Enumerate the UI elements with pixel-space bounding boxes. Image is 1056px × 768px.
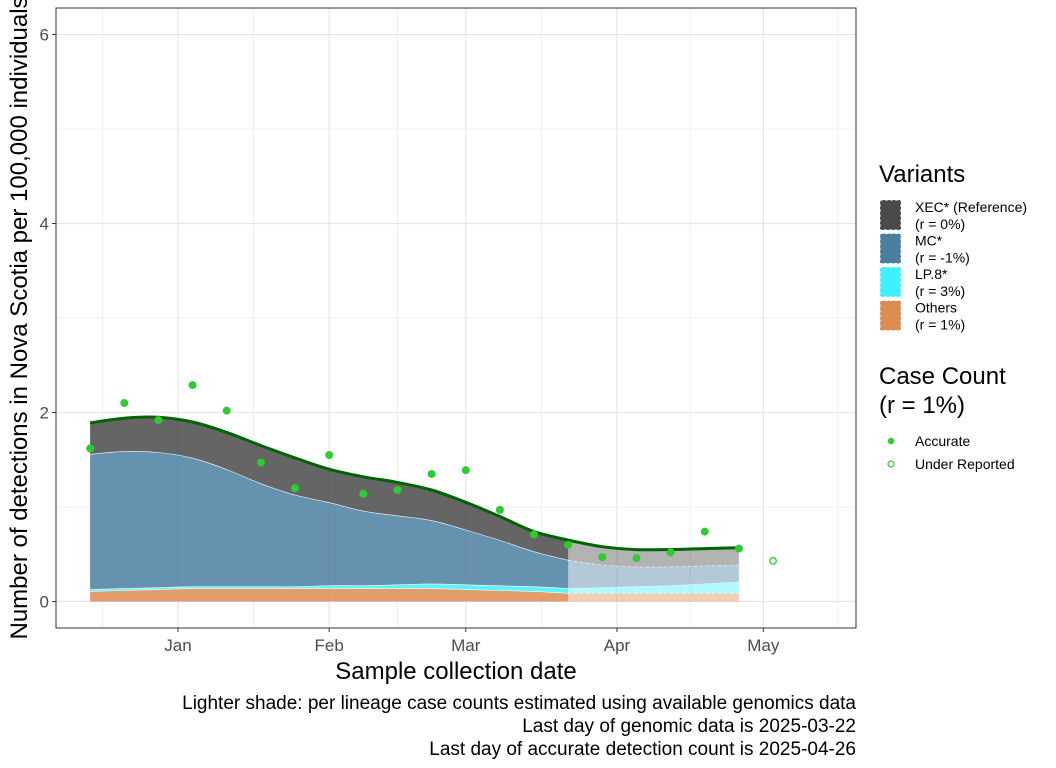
area-others	[90, 588, 569, 602]
legend-variant-name: Others	[915, 300, 957, 316]
point-under-reported	[769, 557, 777, 565]
y-tick-label: 0	[40, 593, 49, 612]
legend-swatch	[879, 300, 902, 331]
area-mc	[90, 451, 569, 590]
legend-variant-name: XEC* (Reference)	[915, 199, 1027, 215]
point-accurate	[291, 484, 300, 493]
chart-marks	[86, 381, 777, 602]
point-accurate	[359, 489, 368, 498]
legend-variants-title: Variants	[879, 161, 965, 188]
point-accurate	[598, 553, 607, 562]
legend-case-rate: (r = 1%)	[879, 392, 965, 419]
point-accurate	[86, 444, 95, 453]
caption-line-1: Lighter shade: per lineage case counts e…	[182, 693, 856, 714]
point-accurate	[325, 451, 334, 460]
legend-case-label: Under Reported	[915, 456, 1015, 472]
area-edge-lp-8-estimated	[568, 581, 739, 589]
y-tick-label: 6	[40, 25, 49, 44]
total-case-curve	[89, 415, 739, 552]
x-tick-label: Mar	[451, 636, 481, 655]
point-accurate	[120, 399, 129, 408]
point-accurate	[564, 540, 573, 549]
point-accurate	[188, 381, 197, 390]
caption-line-2: Last day of genomic data is 2025-03-22	[522, 716, 856, 737]
point-accurate	[393, 486, 402, 495]
legend-swatch	[879, 233, 902, 264]
point-accurate	[495, 505, 504, 514]
area-edge-mc-estimated	[568, 559, 739, 568]
x-tick-label: Apr	[604, 636, 631, 655]
legend-swatch	[879, 266, 902, 298]
legend-under-reported-marker	[887, 460, 895, 468]
legend-variant-rate: (r = -1%)	[915, 250, 970, 266]
legend-accurate-marker	[887, 437, 895, 445]
caption-line-3: Last day of accurate detection count is …	[429, 739, 856, 760]
point-accurate	[154, 416, 163, 425]
legend-swatch	[879, 199, 902, 231]
area-others-estimated	[568, 593, 739, 602]
point-accurate	[222, 406, 231, 415]
point-accurate	[666, 548, 675, 557]
point-accurate	[530, 530, 539, 539]
legend-variant-name: MC*	[915, 233, 943, 249]
y-tick-label: 4	[40, 214, 49, 233]
point-accurate	[256, 458, 265, 467]
legend-variant-rate: (r = 3%)	[915, 283, 965, 299]
area-xec-reference-estimated	[568, 540, 739, 567]
y-tick-label: 2	[40, 404, 49, 423]
area-lp-8	[90, 583, 569, 593]
panel-border	[55, 7, 857, 629]
legend-variant-rate: (r = 0%)	[915, 216, 965, 232]
legend-case-label: Accurate	[915, 433, 970, 449]
x-tick-label: Jan	[164, 636, 191, 655]
point-accurate	[700, 527, 709, 536]
legend: Variants XEC* (Reference)(r = 0%)MC*(r =…	[879, 161, 1027, 472]
x-axis-title: Sample collection date	[335, 658, 576, 685]
area-xec-reference	[90, 416, 569, 560]
legend-case-title: Case Count	[879, 363, 1006, 390]
area-mc-estimated	[568, 560, 739, 589]
legend-variant-name: LP.8*	[915, 266, 948, 282]
y-axis-title: Number of detections in Nova Scotia per …	[6, 0, 33, 640]
axes: 0 2 4 6 Jan Feb Mar Apr May	[40, 7, 857, 655]
point-accurate	[427, 469, 436, 478]
point-accurate	[632, 554, 641, 563]
point-accurate	[461, 466, 470, 475]
x-tick-label: Feb	[315, 636, 344, 655]
x-tick-label: May	[747, 636, 780, 655]
point-accurate	[734, 544, 743, 553]
legend-variant-rate: (r = 1%)	[915, 317, 965, 333]
